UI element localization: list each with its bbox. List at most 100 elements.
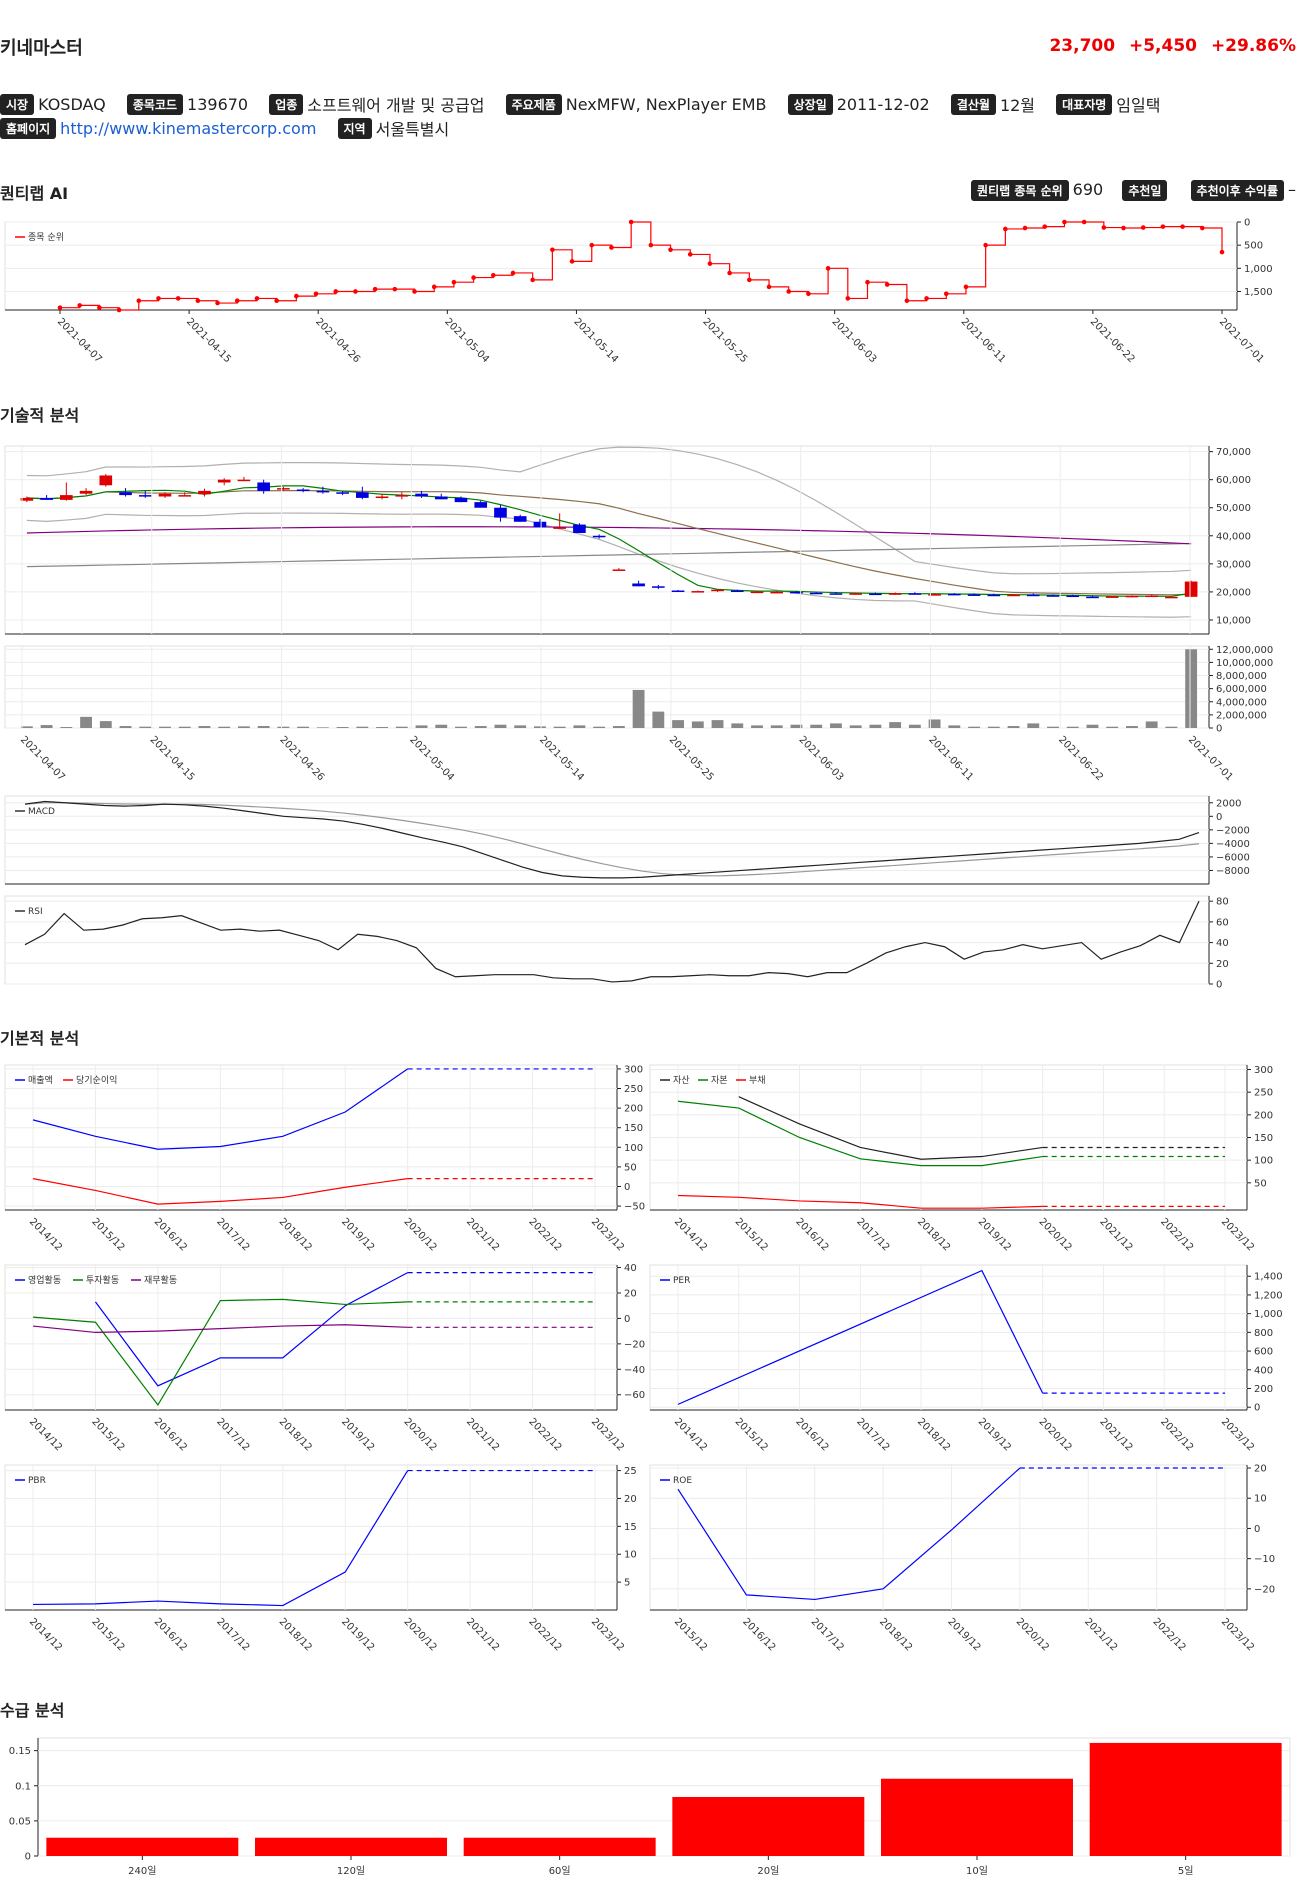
fin2-xtick-label: 2021/12 xyxy=(1097,1216,1134,1253)
code-tag: 종목코드 xyxy=(126,93,184,115)
fin2-xtick-label: 2023/12 xyxy=(1219,1216,1256,1253)
pbr-xtick-label: 2023/12 xyxy=(589,1616,626,1653)
volume-ytick-label: 8,000,000 xyxy=(1216,671,1267,682)
rank-point xyxy=(1160,224,1166,229)
rank-point xyxy=(510,270,516,276)
price-ytick-label: 30,000 xyxy=(1216,559,1251,570)
volume-bar xyxy=(356,726,369,728)
candle-body xyxy=(434,496,448,500)
candle-body xyxy=(178,495,192,497)
fin3-xtick-label: 2016/12 xyxy=(152,1416,189,1453)
price-ytick-label: 70,000 xyxy=(1216,447,1251,458)
candle-body xyxy=(99,475,113,486)
rank-point xyxy=(97,305,102,310)
candle-body xyxy=(237,479,251,482)
rank-point xyxy=(215,300,220,306)
volume-bar xyxy=(1027,723,1040,728)
price-frame xyxy=(4,445,1210,635)
candle-body xyxy=(592,535,606,538)
legend-label: PBR xyxy=(28,1476,46,1486)
volume-bar xyxy=(1126,726,1138,728)
volume-bar xyxy=(376,727,388,728)
rank-point xyxy=(1081,219,1087,225)
volume-bar xyxy=(395,726,408,728)
candle-body xyxy=(1007,594,1020,597)
volume-bar xyxy=(790,724,803,728)
candle-body xyxy=(573,524,586,533)
fin3-xtick-label: 2015/12 xyxy=(89,1416,126,1453)
rank-point xyxy=(845,296,851,301)
market-tag: 시장 xyxy=(0,93,35,115)
volume-ytick-label: 4,000,000 xyxy=(1216,697,1267,708)
supply-ytick-label: 0.05 xyxy=(9,1816,31,1827)
listing-tag: 상장일 xyxy=(787,93,833,115)
pbr-xtick-label: 2017/12 xyxy=(214,1616,251,1653)
candle-body xyxy=(1026,594,1040,597)
rank-point xyxy=(431,284,437,290)
price-change: +5,450 xyxy=(1128,36,1198,56)
price-ytick-label: 40,000 xyxy=(1216,531,1251,542)
roe-xtick-label: 2022/12 xyxy=(1151,1616,1188,1653)
rank-point xyxy=(865,279,870,285)
fin1-xtick-label: 2014/12 xyxy=(27,1216,64,1253)
market-value: KOSDAQ xyxy=(38,94,106,114)
volume-bar xyxy=(869,724,882,728)
volume-date-label: 2021-04-26 xyxy=(277,734,326,783)
roe-frame xyxy=(649,1464,1248,1611)
rank-point xyxy=(786,289,792,294)
fin1-ytick-label: 100 xyxy=(624,1143,643,1154)
rank-point xyxy=(1200,225,1205,231)
volume-date-label: 2021-06-11 xyxy=(926,734,975,783)
pbr-ytick-label: 25 xyxy=(624,1466,637,1477)
volume-bar xyxy=(435,724,448,728)
section-title-fundamental: 기본적 분석 xyxy=(0,1029,80,1048)
ma-long-line xyxy=(26,542,1192,568)
volume-bar xyxy=(770,725,783,728)
pbr-ytick-label: 10 xyxy=(624,1550,637,1561)
industry-value: 소프트웨어 개발 및 공급업 xyxy=(307,96,485,115)
rank-date-label: 2021-06-03 xyxy=(830,316,879,365)
rank-point xyxy=(628,219,634,225)
supply-category-label: 60일 xyxy=(549,1865,571,1877)
rank-date-label: 2021-04-26 xyxy=(313,316,362,365)
legend-label: ROE xyxy=(673,1476,692,1486)
volume-ytick-label: 0 xyxy=(1216,724,1222,735)
price-box: 23,700 +5,450 +29.86% xyxy=(1041,36,1296,56)
volume-bar xyxy=(99,721,112,728)
fin2-ytick-label: 200 xyxy=(1254,1110,1273,1121)
macd-ytick-label: 2000 xyxy=(1216,798,1241,809)
rank-point xyxy=(156,296,161,301)
rank-point xyxy=(57,305,63,310)
legend-label: 부채 xyxy=(749,1075,766,1086)
legend-label: 영업활동 xyxy=(28,1274,61,1286)
fin1-ytick-label: 0 xyxy=(624,1182,630,1193)
volume-ytick-label: 10,000,000 xyxy=(1216,658,1273,669)
fin2-ytick-label: 250 xyxy=(1254,1088,1273,1099)
fin3-xtick-label: 2022/12 xyxy=(526,1416,563,1453)
volume-bar xyxy=(889,722,902,728)
volume-bar xyxy=(1066,726,1079,728)
legend-label: RSI xyxy=(28,907,43,917)
rank-date-label: 2021-04-15 xyxy=(184,316,233,365)
price-ytick-label: 60,000 xyxy=(1216,475,1251,486)
fin1-ytick-label: 250 xyxy=(624,1084,643,1095)
rank-point xyxy=(1003,226,1008,232)
rank-point xyxy=(77,303,82,308)
supply-ytick-label: 0.1 xyxy=(15,1781,31,1792)
fin2-ytick-label: 100 xyxy=(1254,1156,1273,1167)
supply-ytick-label: 0.15 xyxy=(9,1746,31,1757)
volume-bar xyxy=(474,726,487,728)
listing-value: 2011-12-02 xyxy=(836,94,930,114)
volume-bar xyxy=(297,726,310,728)
per-ytick-label: 800 xyxy=(1254,1328,1273,1339)
candle-body xyxy=(1066,595,1080,598)
pbr-ytick-label: 15 xyxy=(624,1522,637,1533)
info-row-2: 홈페이지 http://www.kinemastercorp.com 지역 서울특별… xyxy=(0,116,465,140)
rsi-ytick-label: 0 xyxy=(1216,980,1222,991)
pbr-xtick-label: 2020/12 xyxy=(402,1616,439,1653)
homepage-link[interactable]: http://www.kinemastercorp.com xyxy=(60,118,317,138)
rank-ytick-label: 1,500 xyxy=(1244,287,1273,298)
volume-bar xyxy=(60,727,73,728)
per-xtick-label: 2022/12 xyxy=(1158,1416,1195,1453)
fin1-xtick-label: 2020/12 xyxy=(402,1216,439,1253)
